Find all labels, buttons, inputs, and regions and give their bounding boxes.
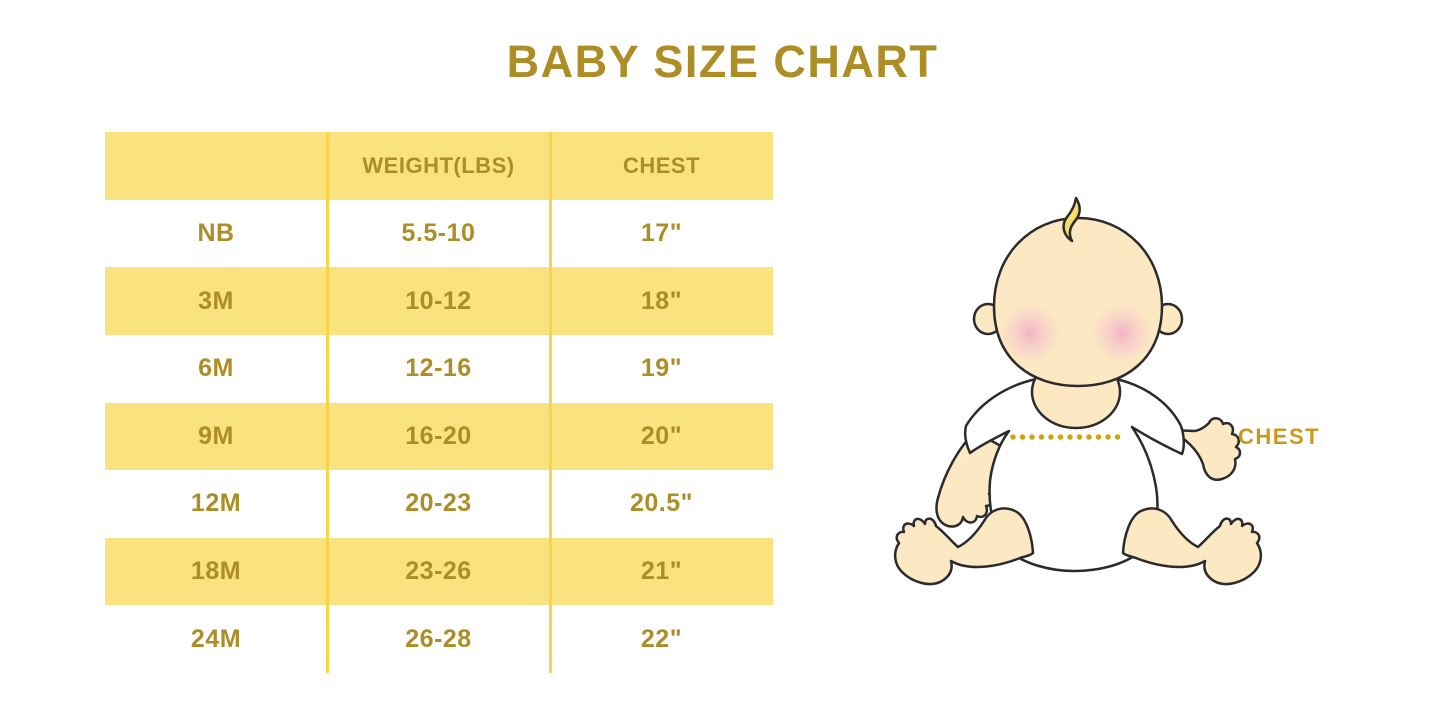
chest-measurement-label: CHEST	[1238, 424, 1321, 449]
table-row: 24M 26-28 22"	[105, 605, 773, 673]
size-cell: 6M	[198, 354, 234, 383]
column-divider	[549, 132, 552, 673]
weight-cell: 26-28	[405, 624, 472, 653]
size-table: WEIGHT(LBS) CHEST NB 5.5-10 17" 3M 10-12…	[105, 132, 773, 673]
size-cell: NB	[197, 218, 235, 247]
baby-hair-curl	[1062, 196, 1081, 243]
weight-cell: 10-12	[405, 286, 472, 315]
table-row: 9M 16-20 20"	[105, 402, 773, 471]
column-divider	[326, 132, 329, 673]
weight-cell: 23-26	[405, 557, 472, 586]
chest-cell: 22"	[640, 624, 683, 653]
size-cell: 18M	[190, 557, 242, 586]
weight-cell: 12-16	[405, 354, 472, 383]
column-header-size	[105, 132, 327, 200]
chest-cell: 18"	[640, 286, 683, 315]
baby-right-arm	[1168, 417, 1242, 481]
chest-cell: 19"	[640, 354, 683, 383]
baby-right-leg	[1121, 507, 1263, 586]
weight-cell: 20-23	[405, 489, 472, 518]
size-cell: 12M	[190, 489, 242, 518]
baby-blush-left	[1000, 303, 1060, 363]
chest-cell: 17"	[640, 218, 683, 247]
table-row: 6M 12-16 19"	[105, 334, 773, 403]
weight-cell: 16-20	[405, 421, 472, 450]
column-header-chest: CHEST	[622, 152, 701, 178]
sitting-baby-icon	[893, 196, 1263, 586]
table-row: 12M 20-23 20.5"	[105, 470, 773, 538]
chest-cell: 21"	[640, 557, 683, 586]
table-row: 18M 23-26 21"	[105, 537, 773, 606]
size-cell: 9M	[198, 421, 234, 450]
size-cell: 3M	[198, 286, 234, 315]
chest-cell: 20.5"	[629, 489, 693, 518]
baby-blush-right	[1092, 303, 1152, 363]
table-header-row: WEIGHT(LBS) CHEST	[105, 132, 773, 200]
baby-left-leg	[893, 507, 1035, 586]
table-row: 3M 10-12 18"	[105, 267, 773, 335]
table-row: NB 5.5-10 17"	[105, 199, 773, 268]
page-title: BABY SIZE CHART	[506, 36, 939, 87]
column-header-weight: WEIGHT(LBS)	[362, 152, 515, 178]
baby-illustration	[880, 180, 1360, 650]
weight-cell: 5.5-10	[401, 218, 476, 247]
size-cell: 24M	[190, 624, 242, 653]
chest-cell: 20"	[640, 421, 683, 450]
